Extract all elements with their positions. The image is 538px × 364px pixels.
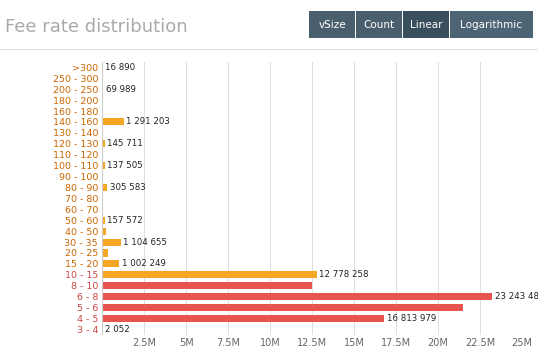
Bar — [102, 140, 105, 147]
Text: 1 002 249: 1 002 249 — [122, 260, 166, 268]
Text: Logarithmic: Logarithmic — [461, 20, 522, 29]
Bar — [102, 249, 108, 257]
Bar — [102, 184, 108, 191]
Text: 2 052: 2 052 — [105, 325, 130, 334]
Bar — [102, 304, 463, 311]
Text: Linear: Linear — [409, 20, 442, 29]
Bar — [102, 162, 104, 169]
Text: 137 505: 137 505 — [107, 161, 143, 170]
Bar — [102, 228, 107, 235]
Bar — [102, 86, 103, 93]
Text: 1 104 655: 1 104 655 — [123, 238, 167, 246]
Text: 145 711: 145 711 — [107, 139, 143, 148]
Text: 1 291 203: 1 291 203 — [126, 118, 171, 126]
Bar — [102, 217, 105, 224]
Text: 12 778 258: 12 778 258 — [319, 270, 369, 279]
Bar — [102, 293, 492, 300]
Bar — [102, 271, 317, 278]
Bar — [102, 260, 119, 268]
Bar — [102, 315, 385, 322]
Text: 16 890: 16 890 — [105, 63, 135, 72]
Text: Count: Count — [364, 20, 394, 29]
Bar — [102, 238, 121, 246]
Text: Fee rate distribution: Fee rate distribution — [5, 18, 188, 36]
Bar — [102, 195, 103, 202]
Text: 157 572: 157 572 — [108, 216, 143, 225]
Text: vSize: vSize — [318, 20, 346, 29]
Bar — [102, 282, 312, 289]
Bar — [102, 118, 124, 126]
Text: 69 989: 69 989 — [106, 85, 136, 94]
Text: 16 813 979: 16 813 979 — [387, 314, 436, 323]
Text: 23 243 486: 23 243 486 — [495, 292, 538, 301]
Text: 305 583: 305 583 — [110, 183, 146, 192]
